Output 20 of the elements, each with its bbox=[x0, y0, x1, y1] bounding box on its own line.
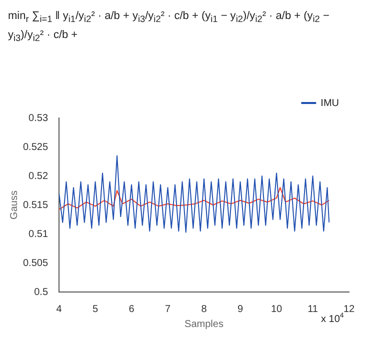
x-tick-label: 12 bbox=[343, 304, 355, 315]
y-tick-label: 0.515 bbox=[22, 200, 48, 211]
x-tick-label: 11 bbox=[308, 304, 318, 315]
y-tick-label: 0.525 bbox=[22, 142, 48, 153]
x-tick-label: 10 bbox=[270, 304, 283, 315]
y-tick-label: 0.52 bbox=[28, 170, 48, 182]
x-tick-label: 8 bbox=[201, 304, 208, 315]
x-tick-label: 6 bbox=[128, 304, 135, 315]
y-tick-label: 0.51 bbox=[28, 228, 48, 240]
text: min$_{r}$ ∑$_{i=1}$ ‖ y$_{i1}$/y$_{i2}$² · a/b + y$_{i3}$/y$_{i2}$² · c/b + (y$_{i1}$ − y$_{i2}$)/y$_{i2}$² · a/b + (y$_{i2}$ − y$_{i3}$)/y$_{i2}$² · c/b + bbox=[8, 10, 330, 44]
x-tick-label: 4 bbox=[56, 304, 62, 315]
y-tick-label: 0.5 bbox=[34, 286, 48, 298]
x-tick-label: 5 bbox=[92, 304, 98, 315]
x-axis-title: Samples bbox=[184, 318, 224, 330]
x-tick-label: 9 bbox=[237, 304, 244, 315]
y-axis-title: Gauss bbox=[8, 190, 20, 220]
y-tick-label: 0.53 bbox=[28, 112, 48, 124]
legend-label: IMU bbox=[320, 98, 340, 109]
y-tick-label: 0.505 bbox=[22, 258, 48, 269]
x-tick-label: 7 bbox=[164, 304, 171, 315]
